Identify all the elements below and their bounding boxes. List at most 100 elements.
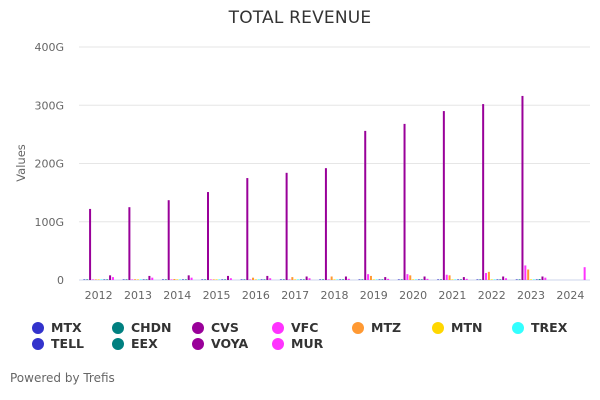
bar-cvs-2021[interactable] bbox=[442, 111, 445, 280]
bar-vfc-2016[interactable] bbox=[249, 279, 252, 280]
legend-item-eex[interactable]: EEX bbox=[112, 336, 158, 351]
bar-mtn-2021[interactable] bbox=[451, 279, 454, 280]
bar-mtz-2012[interactable] bbox=[94, 279, 97, 280]
bar-mtn-2016[interactable] bbox=[254, 279, 257, 280]
bar-trex-2017[interactable] bbox=[297, 279, 300, 280]
bar-eex-2012[interactable] bbox=[106, 279, 109, 280]
legend-item-tell[interactable]: TELL bbox=[32, 336, 84, 351]
bar-mtz-2013[interactable] bbox=[134, 279, 137, 280]
bar-mtz-2023[interactable] bbox=[527, 269, 530, 280]
bar-eex-2014[interactable] bbox=[184, 279, 187, 280]
bar-voya-2022[interactable] bbox=[502, 276, 505, 280]
bar-chdn-2014[interactable] bbox=[164, 279, 167, 280]
bar-mur-2023[interactable] bbox=[544, 277, 547, 280]
bar-trex-2018[interactable] bbox=[336, 279, 339, 280]
bar-tell-2012[interactable] bbox=[103, 279, 106, 280]
bar-mtn-2018[interactable] bbox=[333, 279, 336, 280]
legend-item-mtn[interactable]: MTN bbox=[432, 320, 482, 335]
bar-eex-2022[interactable] bbox=[499, 279, 502, 280]
bar-chdn-2022[interactable] bbox=[479, 279, 482, 280]
bar-vfc-2020[interactable] bbox=[406, 274, 409, 280]
bar-mtz-2021[interactable] bbox=[448, 275, 451, 280]
bar-mur-2013[interactable] bbox=[151, 277, 154, 280]
bar-mtz-2016[interactable] bbox=[252, 277, 255, 280]
bar-mtx-2016[interactable] bbox=[240, 279, 243, 280]
legend-item-cvs[interactable]: CVS bbox=[192, 320, 239, 335]
bar-voya-2018[interactable] bbox=[344, 276, 347, 280]
bar-trex-2019[interactable] bbox=[375, 279, 378, 280]
bar-mtx-2012[interactable] bbox=[83, 279, 86, 280]
bar-chdn-2018[interactable] bbox=[322, 279, 325, 280]
bar-eex-2018[interactable] bbox=[342, 279, 345, 280]
bar-mur-2016[interactable] bbox=[269, 278, 272, 280]
bar-mtz-2015[interactable] bbox=[212, 279, 215, 280]
bar-vfc-2021[interactable] bbox=[445, 274, 448, 280]
bar-mtx-2021[interactable] bbox=[437, 279, 440, 280]
bar-voya-2013[interactable] bbox=[148, 275, 151, 280]
bar-tell-2016[interactable] bbox=[260, 279, 263, 280]
bar-voya-2019[interactable] bbox=[384, 277, 387, 280]
bar-mtx-2020[interactable] bbox=[397, 279, 400, 280]
bar-mtz-2018[interactable] bbox=[330, 276, 333, 280]
bar-eex-2013[interactable] bbox=[145, 279, 148, 280]
bar-eex-2017[interactable] bbox=[302, 279, 305, 280]
legend-item-mtz[interactable]: MTZ bbox=[352, 320, 401, 335]
bar-cvs-2012[interactable] bbox=[89, 208, 92, 280]
bar-trex-2020[interactable] bbox=[414, 279, 417, 280]
bar-mtx-2017[interactable] bbox=[279, 279, 282, 280]
bar-trex-2014[interactable] bbox=[179, 279, 182, 280]
bar-voya-2015[interactable] bbox=[227, 275, 230, 280]
bar-mtx-2014[interactable] bbox=[161, 279, 164, 280]
bar-eex-2016[interactable] bbox=[263, 279, 266, 280]
bar-mtz-2017[interactable] bbox=[291, 277, 294, 280]
bar-tell-2015[interactable] bbox=[221, 279, 224, 280]
bar-eex-2021[interactable] bbox=[459, 279, 462, 280]
bar-trex-2023[interactable] bbox=[532, 279, 535, 280]
bar-cvs-2019[interactable] bbox=[364, 130, 367, 280]
bar-mur-2021[interactable] bbox=[465, 278, 468, 280]
bar-chdn-2012[interactable] bbox=[86, 279, 89, 280]
bar-mtn-2022[interactable] bbox=[490, 279, 493, 280]
bar-voya-2016[interactable] bbox=[266, 275, 269, 280]
bar-cvs-2015[interactable] bbox=[207, 192, 210, 280]
bar-mtn-2017[interactable] bbox=[294, 279, 297, 280]
bar-trex-2021[interactable] bbox=[454, 279, 457, 280]
legend-item-mtx[interactable]: MTX bbox=[32, 320, 82, 335]
bar-voya-2021[interactable] bbox=[462, 277, 465, 280]
bar-mtx-2019[interactable] bbox=[358, 279, 361, 280]
bar-vfc-2013[interactable] bbox=[131, 279, 134, 280]
bar-vfc-2018[interactable] bbox=[327, 279, 330, 280]
bar-mur-2022[interactable] bbox=[505, 278, 508, 280]
legend-item-vfc[interactable]: VFC bbox=[272, 320, 318, 335]
bar-voya-2017[interactable] bbox=[305, 276, 308, 280]
bar-vfc-2019[interactable] bbox=[367, 274, 370, 280]
bar-tell-2018[interactable] bbox=[339, 279, 342, 280]
bar-vfc-2015[interactable] bbox=[209, 279, 212, 280]
bar-tell-2013[interactable] bbox=[142, 279, 145, 280]
bar-cvs-2022[interactable] bbox=[482, 104, 485, 281]
bar-chdn-2017[interactable] bbox=[282, 279, 285, 280]
bar-tell-2022[interactable] bbox=[496, 279, 499, 280]
bar-mtn-2015[interactable] bbox=[215, 279, 218, 280]
bar-mtn-2013[interactable] bbox=[136, 279, 139, 280]
bar-mur-2020[interactable] bbox=[426, 278, 429, 280]
bar-mtz-2022[interactable] bbox=[487, 271, 490, 280]
bar-cvs-2018[interactable] bbox=[324, 168, 327, 280]
bar-vfc-2012[interactable] bbox=[91, 279, 94, 280]
legend-item-trex[interactable]: TREX bbox=[512, 320, 567, 335]
bar-eex-2020[interactable] bbox=[420, 279, 423, 280]
bar-voya-2014[interactable] bbox=[187, 275, 190, 280]
bar-tell-2020[interactable] bbox=[417, 279, 420, 280]
bar-mtn-2014[interactable] bbox=[176, 279, 179, 280]
bar-chdn-2021[interactable] bbox=[439, 279, 442, 280]
bar-chdn-2013[interactable] bbox=[125, 279, 128, 280]
bar-mtx-2018[interactable] bbox=[319, 279, 322, 280]
bar-chdn-2020[interactable] bbox=[400, 279, 403, 280]
bar-trex-2015[interactable] bbox=[218, 279, 221, 280]
legend-item-chdn[interactable]: CHDN bbox=[112, 320, 171, 335]
bar-mtz-2014[interactable] bbox=[173, 279, 176, 280]
bar-mur-2012[interactable] bbox=[111, 277, 114, 280]
bar-trex-2012[interactable] bbox=[100, 279, 103, 280]
bar-mur-2024[interactable] bbox=[583, 267, 586, 280]
bar-eex-2019[interactable] bbox=[381, 279, 384, 280]
